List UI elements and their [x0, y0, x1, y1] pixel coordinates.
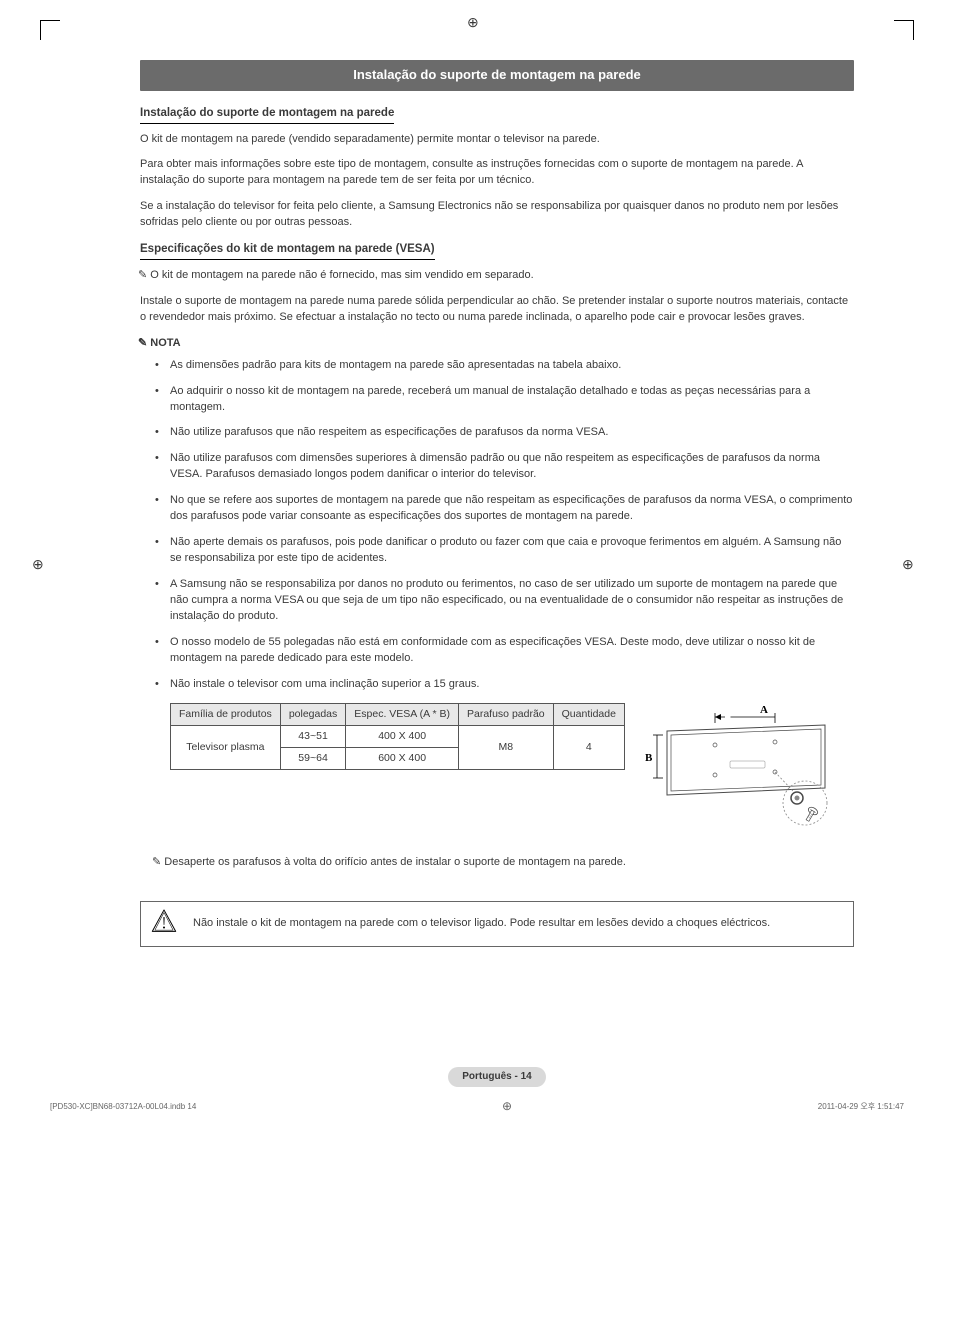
note-item: Ao adquirir o nosso kit de montagem na p…	[170, 384, 854, 416]
footer-center-mark: ⊕	[502, 1098, 512, 1115]
warning-text: Não instale o kit de montagem na parede …	[193, 916, 770, 932]
registration-mark-right: ⊕	[902, 554, 922, 574]
unscrew-note: Desaperte os parafusos à volta do orifíc…	[170, 855, 854, 871]
td-inches-2: 59~64	[280, 748, 345, 770]
diagram-label-b: B	[645, 752, 653, 764]
para-install-2: Para obter mais informações sobre este t…	[140, 157, 854, 189]
th-screw: Parafuso padrão	[459, 703, 554, 725]
note-item: O nosso modelo de 55 polegadas não está …	[170, 635, 854, 667]
registration-mark-left: ⊕	[32, 554, 52, 574]
para-install-3: Se a instalação do televisor for feita p…	[140, 199, 854, 231]
intro-specs: Instale o suporte de montagem na parede …	[140, 294, 854, 326]
footer-left: [PD530-XC]BN68-03712A-00L04.indb 14	[50, 1101, 196, 1113]
note-item: No que se refere aos suportes de montage…	[170, 493, 854, 525]
page-footer-pill: Português - 14	[448, 1067, 545, 1088]
note-item: Não utilize parafusos que não respeitem …	[170, 425, 854, 441]
td-vesa-1: 400 X 400	[346, 725, 459, 747]
print-footer: [PD530-XC]BN68-03712A-00L04.indb 14 ⊕ 20…	[40, 1098, 914, 1115]
subheading-specs: Especificações do kit de montagem na par…	[140, 241, 435, 260]
note-item: As dimensões padrão para kits de montage…	[170, 358, 854, 374]
th-vesa: Espec. VESA (A * B)	[346, 703, 459, 725]
para-install-1: O kit de montagem na parede (vendido sep…	[140, 132, 854, 148]
lead-note: O kit de montagem na parede não é fornec…	[140, 268, 854, 284]
footer-right: 2011-04-29 오후 1:51:47	[818, 1101, 904, 1113]
td-inches-1: 43~51	[280, 725, 345, 747]
crop-mark-tr	[894, 20, 914, 40]
note-item: A Samsung não se responsabiliza por dano…	[170, 577, 854, 625]
tv-back-diagram: A B	[645, 703, 835, 843]
diagram-label-a: A	[760, 704, 768, 716]
notes-list: As dimensões padrão para kits de montage…	[140, 358, 854, 693]
crop-mark-tl	[40, 20, 60, 40]
vesa-spec-table: Família de produtos polegadas Espec. VES…	[170, 703, 625, 771]
note-item: Não utilize parafusos com dimensões supe…	[170, 451, 854, 483]
td-family: Televisor plasma	[171, 725, 281, 769]
section-banner: Instalação do suporte de montagem na par…	[140, 60, 854, 91]
nota-heading: NOTA	[138, 336, 854, 352]
subheading-install: Instalação do suporte de montagem na par…	[140, 105, 394, 124]
td-screw: M8	[459, 725, 554, 769]
th-family: Família de produtos	[171, 703, 281, 725]
td-vesa-2: 600 X 400	[346, 748, 459, 770]
section-specs: Especificações do kit de montagem na par…	[140, 241, 854, 870]
note-item: Não instale o televisor com uma inclinaç…	[170, 677, 854, 693]
td-qty: 4	[553, 725, 624, 769]
note-item: Não aperte demais os parafusos, pois pod…	[170, 535, 854, 567]
warning-icon	[151, 908, 177, 940]
warning-box: Não instale o kit de montagem na parede …	[140, 901, 854, 947]
th-inches: polegadas	[280, 703, 345, 725]
registration-mark-top: ⊕	[467, 12, 487, 32]
th-qty: Quantidade	[553, 703, 624, 725]
section-install: Instalação do suporte de montagem na par…	[140, 105, 854, 231]
